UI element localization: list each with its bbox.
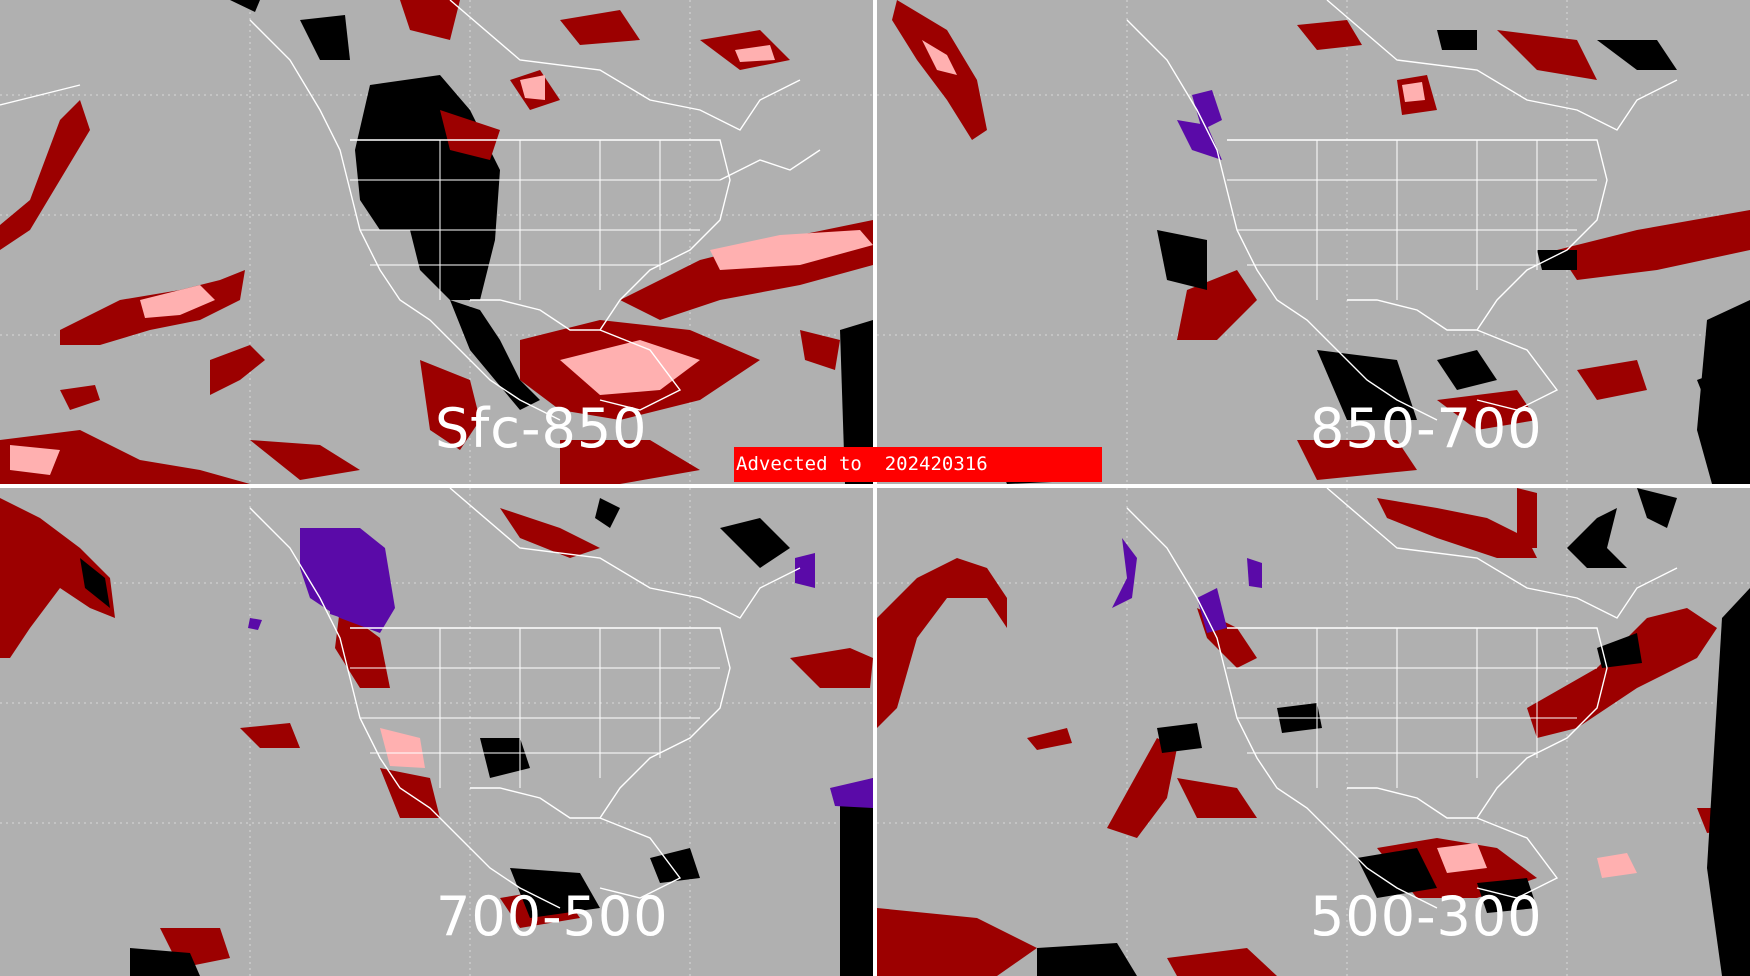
panel-label: 850-700 [1310, 397, 1543, 460]
panel-sfc-850: Sfc-850 [0, 0, 873, 484]
panel-700-500-map [0, 488, 873, 976]
panel-label: 700-500 [436, 885, 669, 948]
panel-700-500: 700-500 [0, 488, 873, 976]
panel-sfc-850-map [0, 0, 873, 484]
black-region [355, 75, 500, 300]
panel-850-700: 850-700 [877, 0, 1750, 484]
panel-label: 500-300 [1310, 885, 1543, 948]
panel-500-300-map [877, 488, 1750, 976]
advected-banner: Advected to 202420316 [734, 447, 1102, 482]
panel-label: Sfc-850 [435, 397, 648, 460]
panel-850-700-map [877, 0, 1750, 484]
panel-500-300: 500-300 [877, 488, 1750, 976]
